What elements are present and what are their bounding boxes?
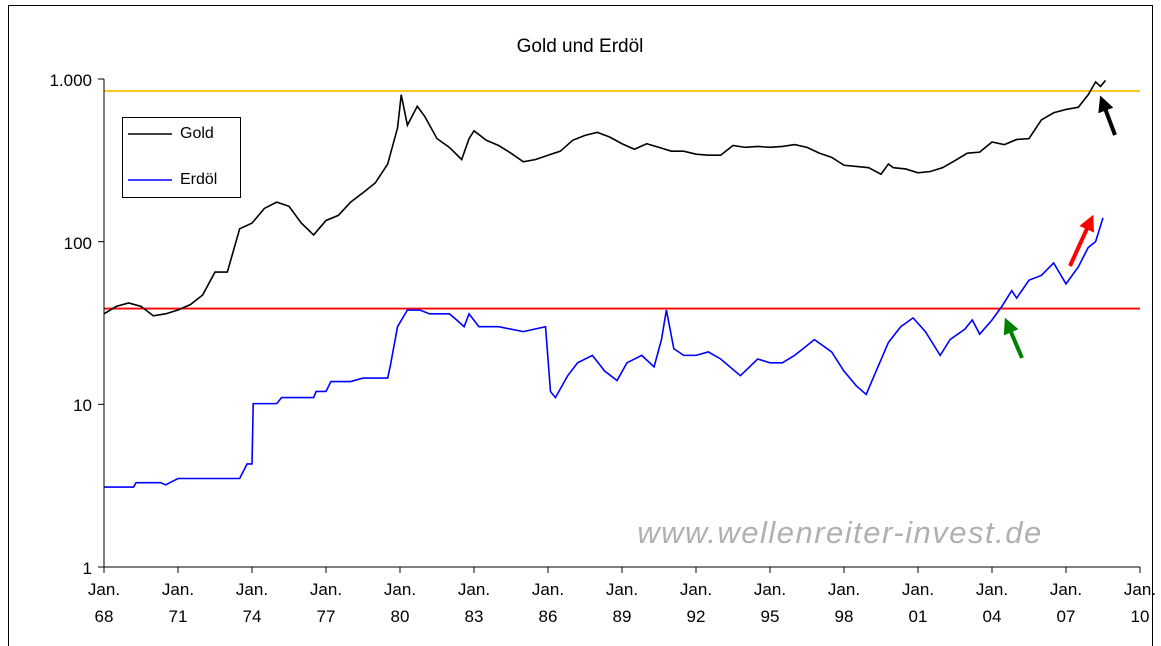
x-tick-label: Jan. 92: [679, 580, 713, 626]
arrow: [1098, 95, 1117, 136]
plot: [103, 79, 1140, 488]
series-line: [104, 217, 1104, 488]
watermark: www.wellenreiter-invest.de: [637, 515, 1042, 550]
x-tick-label: Jan. 80: [383, 580, 417, 626]
legend-label: Erdöl: [180, 171, 217, 188]
y-tick-label: 100: [63, 233, 92, 253]
y-tick-label: 1: [82, 559, 92, 578]
legend-label: Gold: [180, 125, 214, 142]
x-tick-label: Jan. 07: [1049, 580, 1083, 626]
x-tick-label: Jan. 86: [531, 580, 565, 626]
legend: [122, 117, 241, 198]
y-tick-label: 1.000: [49, 71, 92, 90]
x-tick-label: Jan. 98: [827, 580, 861, 626]
x-tick-label: Jan. 89: [605, 580, 639, 626]
y-tick-label: 10: [73, 396, 92, 416]
x-tick-label: Jan. 95: [753, 580, 787, 626]
frame: [8, 5, 1153, 646]
x-tick-label: Jan. 68: [87, 580, 121, 626]
x-tick-label: Jan. 83: [457, 580, 491, 626]
x-tick-label: Jan. 10: [1123, 580, 1157, 626]
x-tick-label: Jan. 74: [235, 580, 269, 626]
x-tick-label: Jan. 71: [161, 580, 195, 626]
chart-title: Gold und Erdöl: [517, 36, 644, 57]
arrow: [1003, 317, 1024, 359]
x-tick-label: Jan. 04: [975, 580, 1009, 626]
arrow: [1068, 214, 1094, 267]
series-line: [103, 79, 1107, 317]
x-tick-label: Jan. 77: [309, 580, 343, 626]
x-tick-label: Jan. 01: [901, 580, 935, 626]
